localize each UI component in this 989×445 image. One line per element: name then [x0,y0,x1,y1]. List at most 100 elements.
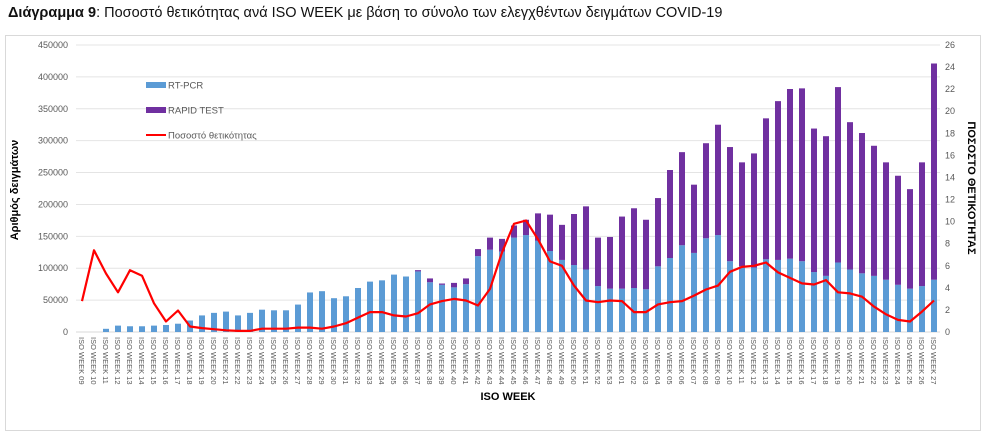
bar-rapid-test [859,133,865,274]
y2-tick-label: 10 [945,217,955,227]
x-tick-label: ISO WEEK 17 [809,337,818,385]
x-tick-label: ISO WEEK 20 [845,337,854,385]
bar-rt-pcr [307,292,313,332]
bar-rapid-test [751,153,757,268]
bar-rt-pcr [691,252,697,332]
x-tick-label: ISO WEEK 39 [437,337,446,385]
positivity-line-path [80,219,935,332]
y2-axis-title: ΠΟΣΟΣΤΟ ΘΕΤΙΚΟΤΗΤΑΣ [965,121,977,255]
x-tick-label: ISO WEEK 27 [293,337,302,385]
x-tick-label: ISO WEEK 07 [689,337,698,385]
x-tick-label: ISO WEEK 52 [593,337,602,385]
x-tick-label: ISO WEEK 13 [125,337,134,385]
bar-rt-pcr [355,287,361,332]
bar-rapid-test [619,216,625,289]
chart-title-prefix: Διάγραμμα 9 [8,5,97,21]
bar-rt-pcr [343,296,349,332]
x-tick-label: ISO WEEK 32 [353,337,362,385]
bar-rt-pcr [415,271,421,332]
x-tick-label: ISO WEEK 49 [557,337,566,385]
bar-rt-pcr [715,235,721,332]
bar-rt-pcr [127,326,133,332]
bar-rt-pcr [283,310,289,332]
x-tick-label: ISO WEEK 51 [581,337,590,385]
bar-rapid-test [919,162,925,287]
bar-rt-pcr [883,279,889,332]
bar-rt-pcr [295,304,301,332]
bar-rapid-test [715,124,721,236]
bar-rt-pcr [799,261,805,332]
bar-rt-pcr [499,251,505,332]
x-tick-label: ISO WEEK 50 [569,337,578,385]
x-tick-label: ISO WEEK 19 [833,337,842,385]
y-tick-label: 400000 [38,72,68,82]
x-tick-label: ISO WEEK 11 [101,337,110,384]
bar-rt-pcr [835,262,841,332]
bar-rapid-test [427,278,433,283]
x-tick-label: ISO WEEK 08 [701,337,710,385]
bar-rapid-test [415,270,421,272]
bar-rapid-test [763,118,769,260]
bar-rapid-test [439,283,445,285]
bar-rapid-test [499,238,505,252]
bar-rapid-test [931,63,937,280]
y2-tick-label: 26 [945,40,955,50]
y2-tick-label: 2 [945,305,950,315]
legend-label: RT-PCR [168,81,203,92]
x-tick-label: ISO WEEK 17 [173,337,182,385]
bar-rt-pcr [199,315,205,332]
x-tick-label: ISO WEEK 18 [821,337,830,385]
bar-rapid-test [883,162,889,280]
x-tick-label: ISO WEEK 23 [245,337,254,385]
bar-rapid-test [631,208,637,288]
y-tick-label: 200000 [38,199,68,209]
bar-rapid-test [799,88,805,262]
y-tick-label: 450000 [38,40,68,50]
bar-rt-pcr [907,288,913,332]
y2-tick-label: 8 [945,239,950,249]
bar-rapid-test [895,175,901,285]
bar-rt-pcr [523,235,529,332]
x-tick-label: ISO WEEK 16 [161,337,170,385]
x-tick-label: ISO WEEK 26 [281,337,290,385]
y2-tick-label: 16 [945,150,955,160]
bar-rapid-test [643,219,649,290]
x-tick-label: ISO WEEK 37 [413,337,422,385]
bar-rt-pcr [739,266,745,332]
bar-rt-pcr [451,287,457,332]
x-tick-label: ISO WEEK 48 [545,337,554,385]
x-tick-label: ISO WEEK 41 [461,337,470,385]
x-tick-label: ISO WEEK 34 [377,337,386,385]
bar-rapid-test [475,249,481,257]
x-tick-label: ISO WEEK 31 [341,337,350,385]
x-tick-label: ISO WEEK 29 [317,337,326,385]
bar-rapid-test [739,162,745,267]
bar-rt-pcr [559,259,565,332]
bar-rt-pcr [643,289,649,332]
x-axis-title: ISO WEEK [480,391,535,403]
bar-rt-pcr [775,259,781,332]
x-tick-label: ISO WEEK 12 [749,337,758,385]
y2-tick-label: 12 [945,195,955,205]
x-tick-label: ISO WEEK 25 [905,337,914,385]
bar-rt-pcr [211,312,217,332]
bar-rapid-test [775,101,781,260]
bar-rt-pcr [427,282,433,332]
x-tick-label: ISO WEEK 35 [389,337,398,385]
bar-rt-pcr [319,291,325,332]
bar-rt-pcr [247,312,253,332]
x-tick-label: ISO WEEK 09 [713,337,722,385]
bar-rt-pcr [259,309,265,332]
bar-rt-pcr [931,279,937,332]
bar-rt-pcr [403,276,409,332]
bar-rapid-test [607,236,613,289]
bar-rapid-test [487,237,493,250]
x-tick-label: ISO WEEK 03 [641,337,650,385]
y-axis-title: Αριθμός δειγμάτων [9,140,21,241]
y-axis-ticks: 0 50000 100000 150000 200000 250000 300000 3500… [38,40,68,337]
y-tick-label: 350000 [38,104,68,114]
bar-rt-pcr [487,249,493,332]
bar-rapid-test [595,237,601,287]
x-tick-label: ISO WEEK 53 [605,337,614,385]
bar-rapid-test [535,213,541,241]
